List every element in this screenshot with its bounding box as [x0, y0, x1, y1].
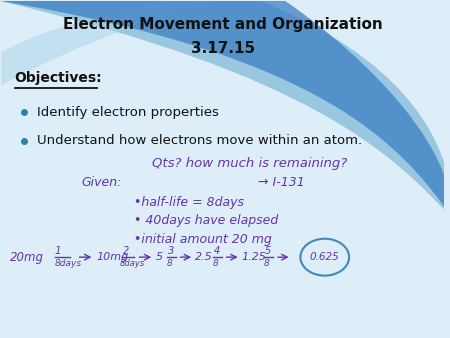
Text: 8days: 8days: [120, 259, 145, 268]
Text: 2.5: 2.5: [195, 252, 213, 262]
Text: 2: 2: [123, 246, 130, 256]
Text: Understand how electrons move within an atom.: Understand how electrons move within an …: [37, 134, 362, 147]
Text: 8: 8: [166, 259, 172, 268]
Text: •initial amount 20 mg: •initial amount 20 mg: [134, 233, 272, 246]
Text: 5: 5: [265, 246, 271, 256]
Text: 20mg: 20mg: [10, 251, 44, 264]
Text: 3.17.15: 3.17.15: [191, 41, 255, 56]
Text: Given:: Given:: [81, 176, 122, 189]
Text: 1.25: 1.25: [242, 252, 267, 262]
Text: 8days: 8days: [54, 259, 81, 268]
Text: Identify electron properties: Identify electron properties: [37, 105, 219, 119]
PathPatch shape: [1, 0, 245, 85]
Text: • 40days have elapsed: • 40days have elapsed: [134, 214, 279, 227]
Text: 10mg: 10mg: [97, 252, 129, 262]
Text: 4: 4: [214, 246, 220, 256]
Text: •half-life = 8days: •half-life = 8days: [134, 196, 244, 209]
Text: Qts? how much is remaining?: Qts? how much is remaining?: [152, 158, 347, 170]
Text: 5: 5: [156, 252, 162, 262]
PathPatch shape: [245, 0, 450, 219]
Text: → I-131: → I-131: [258, 176, 305, 189]
PathPatch shape: [276, 0, 450, 219]
Text: 0.625: 0.625: [310, 252, 340, 262]
Text: 3: 3: [167, 246, 174, 256]
Text: 8: 8: [213, 259, 219, 268]
Text: 8: 8: [264, 259, 270, 268]
Text: Objectives:: Objectives:: [15, 72, 102, 86]
Text: Electron Movement and Organization: Electron Movement and Organization: [63, 17, 383, 32]
Text: 1: 1: [54, 246, 61, 256]
